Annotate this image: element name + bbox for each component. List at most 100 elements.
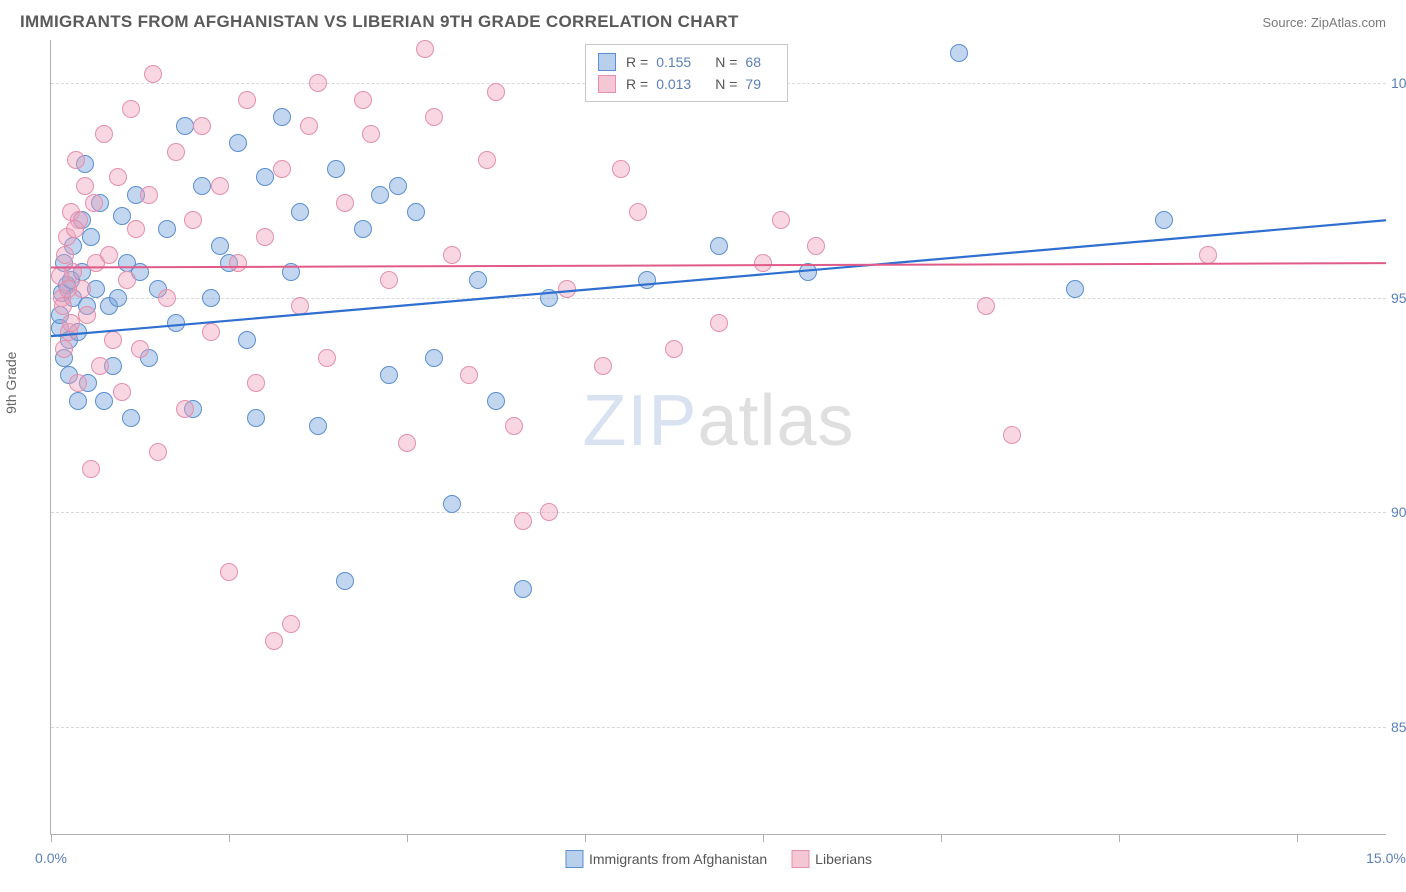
- data-point: [229, 254, 247, 272]
- data-point: [807, 237, 825, 255]
- gridline: [51, 727, 1386, 728]
- data-point: [66, 220, 84, 238]
- data-point: [425, 349, 443, 367]
- chart-title: IMMIGRANTS FROM AFGHANISTAN VS LIBERIAN …: [20, 12, 739, 32]
- data-point: [282, 615, 300, 633]
- data-point: [256, 168, 274, 186]
- data-point: [118, 271, 136, 289]
- legend-n-value: 68: [745, 54, 761, 70]
- data-point: [380, 366, 398, 384]
- data-point: [76, 177, 94, 195]
- y-tick-label: 85.0%: [1391, 719, 1406, 735]
- data-point: [167, 314, 185, 332]
- data-point: [487, 392, 505, 410]
- x-tick: [51, 834, 52, 842]
- data-point: [95, 125, 113, 143]
- data-point: [158, 289, 176, 307]
- legend-r-value: 0.013: [656, 76, 691, 92]
- data-point: [202, 323, 220, 341]
- data-point: [131, 340, 149, 358]
- data-point: [443, 246, 461, 264]
- data-point: [176, 400, 194, 418]
- trend-lines: [51, 40, 1386, 834]
- data-point: [122, 409, 140, 427]
- data-point: [220, 563, 238, 581]
- legend-series-item: Immigrants from Afghanistan: [565, 850, 767, 868]
- data-point: [505, 417, 523, 435]
- data-point: [977, 297, 995, 315]
- data-point: [799, 263, 817, 281]
- data-point: [291, 203, 309, 221]
- data-point: [193, 177, 211, 195]
- data-point: [291, 297, 309, 315]
- data-point: [612, 160, 630, 178]
- data-point: [443, 495, 461, 513]
- data-point: [273, 160, 291, 178]
- data-point: [514, 512, 532, 530]
- data-point: [282, 263, 300, 281]
- data-point: [594, 357, 612, 375]
- data-point: [211, 177, 229, 195]
- data-point: [273, 108, 291, 126]
- data-point: [629, 203, 647, 221]
- legend-n-value: 79: [745, 76, 761, 92]
- data-point: [398, 434, 416, 452]
- legend-stat-row: R =0.013N =79: [598, 73, 775, 95]
- data-point: [710, 314, 728, 332]
- data-point: [193, 117, 211, 135]
- x-tick-label: 0.0%: [35, 850, 67, 866]
- data-point: [487, 83, 505, 101]
- data-point: [69, 374, 87, 392]
- x-tick: [407, 834, 408, 842]
- data-point: [100, 246, 118, 264]
- data-point: [354, 220, 372, 238]
- data-point: [318, 349, 336, 367]
- legend-series-item: Liberians: [791, 850, 872, 868]
- x-tick: [941, 834, 942, 842]
- data-point: [665, 340, 683, 358]
- legend-stat-row: R =0.155N =68: [598, 51, 775, 73]
- x-tick: [1119, 834, 1120, 842]
- data-point: [327, 160, 345, 178]
- data-point: [140, 186, 158, 204]
- data-point: [540, 503, 558, 521]
- y-tick-label: 90.0%: [1391, 504, 1406, 520]
- data-point: [56, 246, 74, 264]
- data-point: [425, 108, 443, 126]
- legend-r-value: 0.155: [656, 54, 691, 70]
- data-point: [1155, 211, 1173, 229]
- data-point: [55, 340, 73, 358]
- x-tick: [1297, 834, 1298, 842]
- data-point: [309, 417, 327, 435]
- data-point: [158, 220, 176, 238]
- data-point: [202, 289, 220, 307]
- data-point: [1066, 280, 1084, 298]
- data-point: [1199, 246, 1217, 264]
- data-point: [229, 134, 247, 152]
- data-point: [144, 65, 162, 83]
- data-point: [69, 392, 87, 410]
- data-point: [91, 357, 109, 375]
- data-point: [62, 314, 80, 332]
- data-point: [109, 168, 127, 186]
- x-tick-label: 15.0%: [1366, 850, 1406, 866]
- data-point: [380, 271, 398, 289]
- legend-r-label: R =: [626, 76, 648, 92]
- legend-n-label: N =: [715, 54, 737, 70]
- data-point: [104, 331, 122, 349]
- data-point: [176, 117, 194, 135]
- data-point: [113, 383, 131, 401]
- data-point: [460, 366, 478, 384]
- x-tick: [229, 834, 230, 842]
- data-point: [82, 228, 100, 246]
- data-point: [67, 151, 85, 169]
- watermark: ZIPatlas: [582, 380, 854, 462]
- data-point: [109, 289, 127, 307]
- data-point: [772, 211, 790, 229]
- data-point: [238, 331, 256, 349]
- data-point: [167, 143, 185, 161]
- data-point: [95, 392, 113, 410]
- data-point: [362, 125, 380, 143]
- data-point: [256, 228, 274, 246]
- data-point: [85, 194, 103, 212]
